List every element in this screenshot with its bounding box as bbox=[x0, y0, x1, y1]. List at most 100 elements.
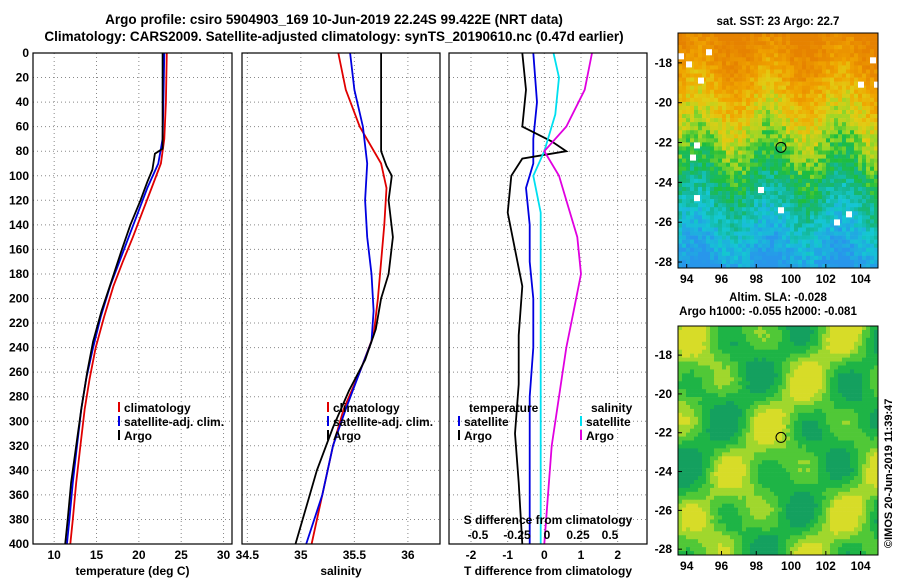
map-cell bbox=[722, 199, 727, 204]
map-cell bbox=[694, 361, 699, 366]
map-cell bbox=[814, 468, 819, 473]
map-cell bbox=[726, 341, 731, 347]
map-cell bbox=[798, 186, 803, 192]
map-cell bbox=[874, 191, 879, 196]
map-cell bbox=[786, 122, 791, 127]
map-cell bbox=[798, 436, 803, 441]
map-cell bbox=[742, 353, 747, 358]
map-cell bbox=[682, 138, 687, 143]
map-cell bbox=[806, 408, 811, 414]
map-cell bbox=[714, 259, 719, 265]
map-cell bbox=[714, 89, 719, 95]
map-cell bbox=[722, 162, 727, 168]
map-cell bbox=[702, 349, 707, 354]
map-cell bbox=[678, 207, 683, 212]
map-cell bbox=[746, 251, 751, 257]
map-cell bbox=[806, 416, 811, 422]
map-cell bbox=[802, 373, 807, 378]
map-cell bbox=[710, 381, 715, 386]
map-cell bbox=[718, 243, 723, 249]
map-cell bbox=[794, 227, 799, 232]
map-cell bbox=[742, 247, 747, 253]
map-cell bbox=[782, 397, 787, 402]
map-cell bbox=[858, 61, 863, 66]
map-cell bbox=[814, 365, 819, 370]
map-cell bbox=[678, 377, 683, 382]
map-cell bbox=[850, 460, 855, 465]
map-cell bbox=[742, 424, 747, 429]
map-cell bbox=[870, 89, 875, 95]
map-cell bbox=[766, 73, 771, 78]
map-cell bbox=[866, 448, 871, 453]
map-cell bbox=[758, 57, 763, 62]
map-cell bbox=[798, 158, 803, 163]
map-cell bbox=[738, 247, 743, 253]
map-cell bbox=[722, 468, 727, 473]
map-cell bbox=[706, 211, 711, 216]
map-cell bbox=[858, 326, 863, 331]
map-cell bbox=[750, 361, 755, 366]
map-cell bbox=[834, 81, 839, 86]
map-cell bbox=[782, 166, 787, 172]
map-cell bbox=[774, 416, 779, 422]
map-cell bbox=[754, 329, 759, 335]
map-cell bbox=[722, 432, 727, 437]
map-cell bbox=[694, 357, 699, 362]
map-cell bbox=[778, 37, 783, 42]
map-cell bbox=[814, 126, 819, 131]
map-cell bbox=[778, 158, 783, 163]
map-cell bbox=[802, 130, 807, 135]
map-cell bbox=[690, 150, 695, 155]
map-cell bbox=[754, 393, 759, 398]
map-cell bbox=[874, 118, 879, 123]
map-cell bbox=[702, 408, 707, 414]
map-cell bbox=[798, 199, 803, 204]
map-cell bbox=[818, 65, 823, 70]
map-cell bbox=[846, 57, 851, 62]
map-cell bbox=[866, 170, 871, 176]
map-cell bbox=[706, 432, 711, 437]
map-cell bbox=[774, 456, 779, 461]
map-cell bbox=[866, 203, 871, 208]
map-cell bbox=[834, 114, 839, 119]
map-cell bbox=[818, 223, 823, 228]
map-cell bbox=[694, 263, 699, 269]
map-cell bbox=[846, 341, 851, 347]
map-cell bbox=[778, 456, 783, 461]
map-y-tick-label: -22 bbox=[655, 136, 673, 150]
map-cell bbox=[826, 259, 831, 265]
map-cell bbox=[786, 361, 791, 366]
map-cell bbox=[826, 57, 831, 62]
map-cell bbox=[702, 251, 707, 257]
map-cell bbox=[746, 81, 751, 86]
map-cell bbox=[694, 101, 699, 107]
map-cell bbox=[858, 235, 863, 240]
map-cell bbox=[770, 420, 775, 426]
map-cell bbox=[818, 357, 823, 362]
map-cell bbox=[870, 122, 875, 127]
map-cell bbox=[834, 69, 839, 74]
map-cell bbox=[810, 377, 815, 382]
map-cell bbox=[730, 361, 735, 366]
map-cell bbox=[778, 337, 783, 343]
map-cell bbox=[794, 77, 799, 82]
map-cell bbox=[750, 166, 755, 172]
map-cell bbox=[730, 199, 735, 204]
map-cell bbox=[822, 109, 827, 115]
map-cell bbox=[694, 81, 699, 86]
map-cell bbox=[690, 393, 695, 398]
map-cell bbox=[782, 154, 787, 159]
map-cell bbox=[850, 326, 855, 331]
map-cell bbox=[842, 158, 847, 163]
map-cell bbox=[774, 251, 779, 257]
map-cell bbox=[682, 101, 687, 107]
map-cell bbox=[718, 389, 723, 394]
map-cell bbox=[790, 357, 795, 362]
map-cell bbox=[786, 154, 791, 159]
map-cell bbox=[726, 420, 731, 426]
map-cell bbox=[682, 247, 687, 253]
map-cell bbox=[826, 195, 831, 200]
map-cell bbox=[738, 381, 743, 386]
map-cell bbox=[798, 85, 803, 91]
map-cell bbox=[854, 162, 859, 168]
